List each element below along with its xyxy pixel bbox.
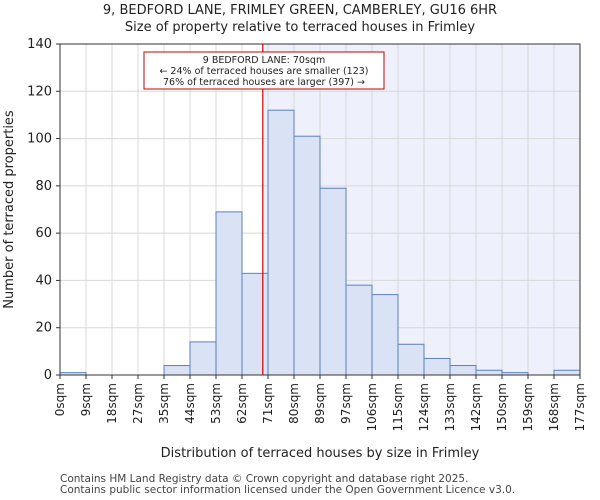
histogram-bar	[553, 369, 581, 376]
x-tick-label: 168sqm	[547, 383, 561, 431]
footer-licence: Contains public sector information licen…	[60, 484, 516, 496]
histogram-bar	[215, 211, 243, 376]
x-tick-label: 124sqm	[417, 383, 431, 431]
annotation-text: 9 BEDFORD LANE: 70sqm	[203, 55, 325, 66]
histogram-chart: 0 20 40 60 80 100 120 140 0sqm 9sqm 18sqm 27sqm 35sq…	[2, 37, 587, 461]
histogram-bar	[241, 272, 269, 376]
histogram-bar	[267, 109, 295, 376]
y-tick-label: 120	[27, 84, 52, 99]
y-tick-label: 60	[35, 226, 52, 241]
y-tick-label: 0	[44, 368, 52, 383]
x-tick-label: 89sqm	[313, 383, 327, 424]
x-tick-label: 177sqm	[573, 383, 587, 431]
histogram-bar	[475, 369, 503, 376]
histogram-bar	[163, 365, 191, 376]
chart-title: 9, BEDFORD LANE, FRIMLEY GREEN, CAMBERLE…	[102, 3, 498, 18]
y-tick-label: 40	[35, 273, 52, 288]
annotation-box	[143, 51, 385, 90]
x-tick-label: 27sqm	[131, 383, 145, 424]
histogram-bar	[345, 284, 373, 376]
x-tick-label: 106sqm	[365, 383, 379, 431]
y-axis-label: Number of terraced properties	[2, 110, 17, 309]
x-axis-label: Distribution of terraced houses by size …	[161, 446, 480, 461]
x-tick-label: 35sqm	[157, 383, 171, 424]
x-tick-label: 53sqm	[209, 383, 223, 424]
histogram-bar	[449, 365, 477, 376]
x-tick-label: 44sqm	[183, 383, 197, 424]
histogram-bar	[189, 341, 217, 376]
y-tick-label: 20	[35, 321, 52, 336]
histogram-bar	[319, 187, 347, 376]
annotation-text: ← 24% of terraced houses are smaller (12…	[159, 66, 368, 77]
x-tick-label: 133sqm	[443, 383, 457, 431]
histogram-bar	[397, 343, 425, 376]
histogram-bar	[423, 357, 451, 376]
x-tick-label: 142sqm	[469, 383, 483, 431]
x-tick-label: 80sqm	[287, 383, 301, 424]
y-tick-label: 80	[35, 179, 52, 194]
annotation-text: 76% of terraced houses are larger (397) …	[163, 77, 365, 88]
x-tick-label: 71sqm	[261, 383, 275, 424]
x-tick-label: 62sqm	[235, 383, 249, 424]
x-tick-label: 159sqm	[521, 383, 535, 431]
footer-copyright: Contains HM Land Registry data © Crown c…	[60, 473, 469, 485]
chart-subtitle: Size of property relative to terraced ho…	[124, 20, 476, 35]
x-tick-label: 9sqm	[79, 383, 93, 416]
x-tick-label: 115sqm	[391, 383, 405, 431]
y-tick-label: 100	[27, 132, 52, 147]
y-tick-label: 140	[27, 37, 52, 52]
x-tick-label: 18sqm	[105, 383, 119, 424]
histogram-bar	[293, 135, 321, 376]
x-tick-label: 0sqm	[53, 383, 67, 416]
x-tick-label: 150sqm	[495, 383, 509, 431]
histogram-bar	[371, 294, 399, 376]
x-tick-label: 97sqm	[339, 383, 353, 424]
